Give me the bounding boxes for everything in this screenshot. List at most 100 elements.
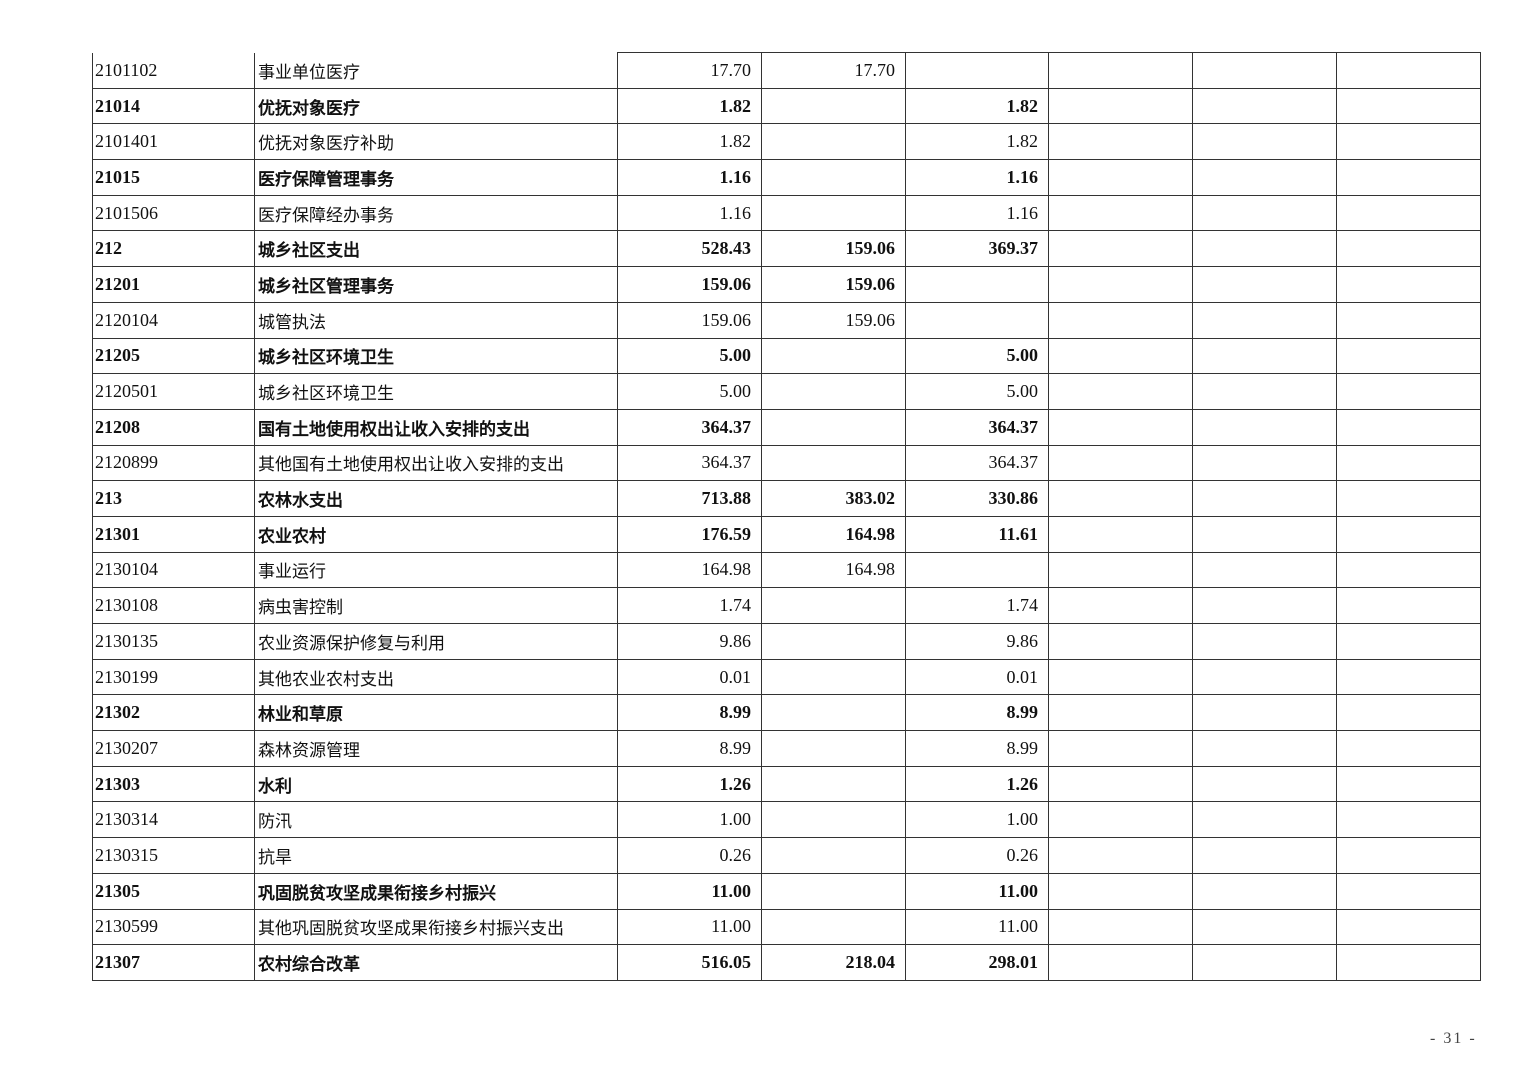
empty-cell — [1048, 623, 1193, 660]
empty-cell — [1048, 551, 1193, 589]
project-cell: 11.61 — [905, 515, 1049, 553]
code-cell: 2120501 — [92, 373, 255, 410]
code-cell: 21307 — [92, 944, 255, 981]
code-cell: 2101102 — [92, 52, 255, 89]
empty-cell — [1336, 765, 1481, 803]
project-cell: 5.00 — [905, 373, 1049, 410]
code-cell: 2130104 — [92, 551, 255, 589]
empty-cell — [1336, 373, 1481, 410]
basic-cell — [761, 444, 906, 482]
empty-cell — [1336, 623, 1481, 660]
empty-cell — [1192, 587, 1337, 624]
empty-cell — [1336, 301, 1481, 339]
name-cell: 林业和草原 — [254, 694, 618, 732]
name-cell: 其他农业农村支出 — [254, 658, 618, 696]
table-row: 21201 城乡社区管理事务 159.06 159.06 — [92, 266, 1481, 303]
empty-cell — [1048, 694, 1193, 732]
code-cell: 2130314 — [92, 801, 255, 839]
project-cell: 1.74 — [905, 587, 1049, 624]
empty-cell — [1336, 908, 1481, 946]
empty-cell — [1336, 444, 1481, 482]
empty-cell — [1192, 373, 1337, 410]
code-cell: 21014 — [92, 87, 255, 125]
name-cell: 农林水支出 — [254, 480, 618, 517]
empty-cell — [1048, 587, 1193, 624]
project-cell: 5.00 — [905, 337, 1049, 375]
empty-cell — [1048, 373, 1193, 410]
total-cell: 11.00 — [617, 908, 762, 946]
empty-cell — [1336, 801, 1481, 839]
basic-cell — [761, 194, 906, 232]
total-cell: 11.00 — [617, 872, 762, 910]
code-cell: 21201 — [92, 266, 255, 303]
code-cell: 21015 — [92, 159, 255, 196]
empty-cell — [1048, 801, 1193, 839]
total-cell: 159.06 — [617, 266, 762, 303]
empty-cell — [1048, 765, 1193, 803]
basic-cell — [761, 337, 906, 375]
code-cell: 2130108 — [92, 587, 255, 624]
table-row: 21301 农业农村 176.59 164.98 11.61 — [92, 515, 1481, 553]
table-row: 2130104 事业运行 164.98 164.98 — [92, 551, 1481, 589]
empty-cell — [1192, 159, 1337, 196]
empty-cell — [1192, 551, 1337, 589]
empty-cell — [1048, 872, 1193, 910]
code-cell: 2130599 — [92, 908, 255, 946]
empty-cell — [1336, 337, 1481, 375]
table-row: 2130314 防汛 1.00 1.00 — [92, 801, 1481, 839]
name-cell: 农村综合改革 — [254, 944, 618, 981]
empty-cell — [1336, 730, 1481, 767]
empty-cell — [1336, 837, 1481, 874]
empty-cell — [1336, 408, 1481, 446]
total-cell: 176.59 — [617, 515, 762, 553]
name-cell: 城管执法 — [254, 301, 618, 339]
table-row: 21302 林业和草原 8.99 8.99 — [92, 694, 1481, 732]
total-cell: 1.74 — [617, 587, 762, 624]
total-cell: 164.98 — [617, 551, 762, 589]
total-cell: 159.06 — [617, 301, 762, 339]
name-cell: 优抚对象医疗 — [254, 87, 618, 125]
total-cell: 1.00 — [617, 801, 762, 839]
empty-cell — [1336, 159, 1481, 196]
basic-cell: 17.70 — [761, 52, 906, 89]
empty-cell — [1048, 837, 1193, 874]
name-cell: 农业农村 — [254, 515, 618, 553]
name-cell: 其他巩固脱贫攻坚成果衔接乡村振兴支出 — [254, 908, 618, 946]
basic-cell — [761, 159, 906, 196]
basic-cell — [761, 765, 906, 803]
project-cell — [905, 266, 1049, 303]
basic-cell — [761, 837, 906, 874]
code-cell: 21208 — [92, 408, 255, 446]
total-cell: 1.16 — [617, 159, 762, 196]
empty-cell — [1192, 908, 1337, 946]
empty-cell — [1336, 551, 1481, 589]
basic-cell — [761, 587, 906, 624]
empty-cell — [1192, 87, 1337, 125]
code-cell: 21303 — [92, 765, 255, 803]
empty-cell — [1192, 730, 1337, 767]
basic-cell — [761, 123, 906, 161]
project-cell: 298.01 — [905, 944, 1049, 981]
code-cell: 2120104 — [92, 301, 255, 339]
basic-cell: 164.98 — [761, 515, 906, 553]
total-cell: 364.37 — [617, 444, 762, 482]
empty-cell — [1048, 444, 1193, 482]
empty-cell — [1336, 52, 1481, 89]
empty-cell — [1192, 694, 1337, 732]
code-cell: 2120899 — [92, 444, 255, 482]
project-cell — [905, 52, 1049, 89]
project-cell: 1.26 — [905, 765, 1049, 803]
name-cell: 病虫害控制 — [254, 587, 618, 624]
empty-cell — [1336, 266, 1481, 303]
name-cell: 医疗保障经办事务 — [254, 194, 618, 232]
table-row: 2101102 事业单位医疗 17.70 17.70 — [92, 52, 1481, 89]
code-cell: 21301 — [92, 515, 255, 553]
project-cell: 364.37 — [905, 408, 1049, 446]
empty-cell — [1192, 194, 1337, 232]
code-cell: 2130135 — [92, 623, 255, 660]
empty-cell — [1048, 944, 1193, 981]
total-cell: 516.05 — [617, 944, 762, 981]
project-cell: 9.86 — [905, 623, 1049, 660]
table-row: 21307 农村综合改革 516.05 218.04 298.01 — [92, 944, 1481, 981]
code-cell: 2101401 — [92, 123, 255, 161]
